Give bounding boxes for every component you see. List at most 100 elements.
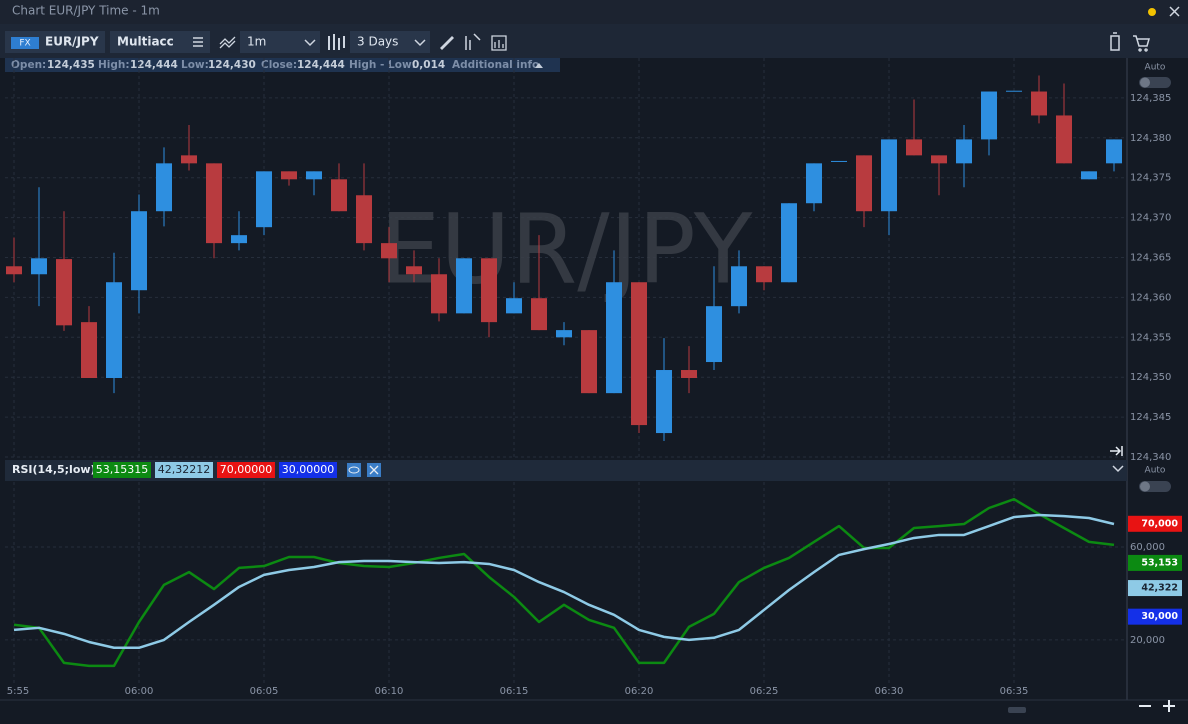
candle-body xyxy=(831,160,847,162)
auto-label: Auto xyxy=(1145,466,1166,476)
y-tick-label: 124,375 xyxy=(1130,173,1171,184)
account-box[interactable] xyxy=(110,31,210,53)
candle-body xyxy=(931,155,947,164)
candle-body xyxy=(231,235,247,244)
fx-badge-text: FX xyxy=(19,39,30,49)
range-box[interactable] xyxy=(350,31,430,53)
fx-badge xyxy=(11,37,39,49)
info-value: 124,444 xyxy=(297,59,345,71)
candle-body xyxy=(6,266,22,275)
info-label: Low: xyxy=(181,59,209,71)
legend-badge xyxy=(93,462,151,478)
legend-badge xyxy=(217,462,275,478)
legend-label: 30,00000 xyxy=(282,463,335,476)
candle-body xyxy=(556,330,572,338)
candle-body xyxy=(581,330,597,394)
legend-label: 42,32212 xyxy=(158,463,211,476)
x-tick-label: 06:20 xyxy=(625,686,654,697)
scroll-handle[interactable] xyxy=(1008,707,1026,713)
candle-body xyxy=(406,266,422,275)
y-tick-label: 124,370 xyxy=(1130,213,1171,224)
info-value: 124,444 xyxy=(130,59,178,71)
y-tick-label: 60,000 xyxy=(1130,542,1165,553)
info-label: Close: xyxy=(261,59,297,71)
draw-icon[interactable] xyxy=(440,36,454,50)
candle-body xyxy=(56,259,72,326)
value-tag xyxy=(1128,554,1182,571)
indicator-icon[interactable] xyxy=(465,33,481,50)
candle-body xyxy=(631,282,647,426)
value-tag xyxy=(1128,515,1182,532)
x-tick-label: 06:15 xyxy=(500,686,529,697)
template-icon[interactable] xyxy=(491,35,507,51)
candle-body xyxy=(1031,91,1047,116)
y-tick-label: 20,000 xyxy=(1130,635,1165,646)
candle-body xyxy=(706,306,722,363)
legend-label: 70,00000 xyxy=(220,463,273,476)
additional-info-arrow xyxy=(535,63,543,68)
info-label: Open: xyxy=(11,59,46,71)
scroll-end-icon[interactable] xyxy=(1110,446,1123,456)
order-icon[interactable] xyxy=(1110,32,1120,51)
rsi-line xyxy=(13,513,1115,650)
info-bar xyxy=(5,58,560,72)
candle-body xyxy=(331,179,347,212)
collapse-icon[interactable] xyxy=(1112,465,1124,473)
account: Multiacc xyxy=(117,35,174,49)
close-button[interactable] xyxy=(1169,6,1180,17)
candle-body xyxy=(156,163,172,212)
title-bar xyxy=(0,0,1188,24)
account-icon xyxy=(193,37,203,47)
candle-body xyxy=(1081,171,1097,180)
candle-body xyxy=(956,139,972,164)
candle-body xyxy=(981,91,997,140)
y-tick-label: 124,380 xyxy=(1130,133,1171,144)
x-tick-label: 06:35 xyxy=(1000,686,1029,697)
range-dropdown xyxy=(414,39,426,47)
y-tick-label: 124,350 xyxy=(1130,372,1171,383)
rsi-title: RSI(14,5;low) xyxy=(12,463,96,476)
value-tag xyxy=(1128,580,1182,597)
y-tick-label: 124,360 xyxy=(1130,292,1171,303)
x-tick-label: 06:10 xyxy=(375,686,404,697)
info-value: 124,430 xyxy=(208,59,256,71)
interval-dropdown xyxy=(304,39,316,47)
x-tick-label: 06:05 xyxy=(250,686,279,697)
visibility-button[interactable] xyxy=(347,463,361,477)
candle-body xyxy=(506,298,522,314)
candles-icon[interactable] xyxy=(328,34,345,50)
window-title: Chart EUR/JPY Time - 1m xyxy=(12,4,160,18)
zoom-in[interactable] xyxy=(1163,700,1175,712)
candle-body xyxy=(656,370,672,434)
candle-body xyxy=(131,211,147,291)
chart-type-icon[interactable] xyxy=(219,36,236,49)
candle-body xyxy=(531,298,547,331)
value-tag-label: 30,000 xyxy=(1141,611,1178,622)
interval-box[interactable] xyxy=(240,31,320,53)
value-tag xyxy=(1128,608,1182,625)
y-tick-label: 124,365 xyxy=(1130,253,1171,264)
candle-body xyxy=(1006,90,1022,92)
candle-body xyxy=(806,163,822,204)
value-tag-label: 70,000 xyxy=(1141,518,1178,529)
candle-body xyxy=(481,258,497,323)
cart-icon[interactable] xyxy=(1133,35,1150,52)
candle-body xyxy=(606,282,622,394)
y-tick-label: 124,385 xyxy=(1130,93,1171,104)
range: 3 Days xyxy=(357,35,398,49)
x-tick-label: 06:25 xyxy=(750,686,779,697)
legend-badge xyxy=(279,462,337,478)
candle-body xyxy=(356,195,372,244)
candle-body xyxy=(456,258,472,314)
info-label: High - Low: xyxy=(349,59,416,71)
candle-body xyxy=(281,171,297,180)
candle-body xyxy=(856,155,872,212)
auto-toggle-knob xyxy=(1140,481,1150,492)
y-tick-label: 124,355 xyxy=(1130,332,1171,343)
additional-info[interactable]: Additional info xyxy=(452,59,539,71)
candle-body xyxy=(431,274,447,314)
candle-body xyxy=(106,282,122,378)
candle-body xyxy=(31,258,47,275)
symbol: EUR/JPY xyxy=(45,35,99,49)
